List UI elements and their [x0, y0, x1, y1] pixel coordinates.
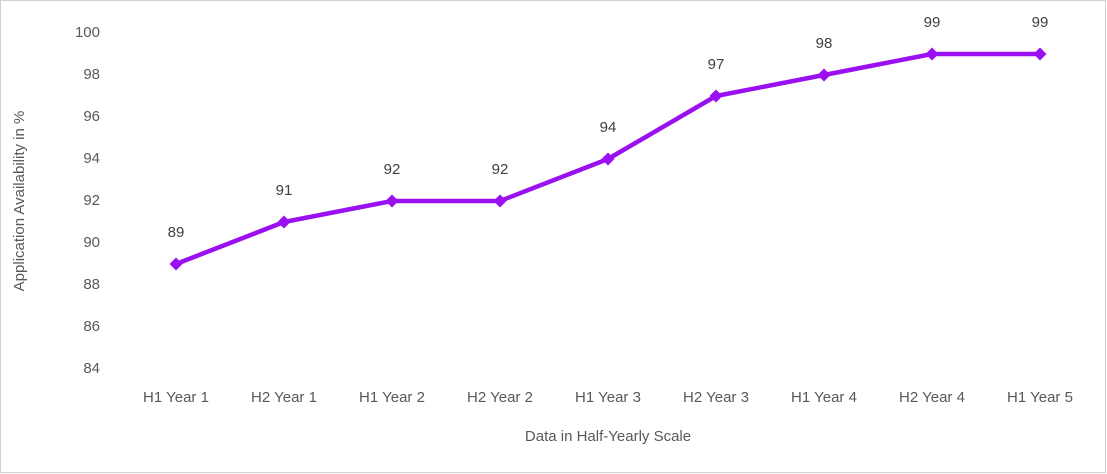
x-axis-title: Data in Half-Yearly Scale: [525, 428, 691, 445]
x-tick-label: H1 Year 1: [143, 389, 209, 406]
y-tick-label: 96: [83, 108, 100, 125]
data-label: 89: [168, 224, 185, 241]
x-tick-label: H1 Year 3: [575, 389, 641, 406]
x-tick-label: H1 Year 2: [359, 389, 425, 406]
y-tick-label: 88: [83, 276, 100, 293]
x-tick-label: H2 Year 3: [683, 389, 749, 406]
data-point: [925, 47, 939, 61]
x-tick-label: H1 Year 5: [1007, 389, 1073, 406]
y-tick-label: 92: [83, 192, 100, 209]
data-point: [169, 257, 183, 271]
y-tick-label: 86: [83, 318, 100, 335]
x-tick-label: H2 Year 2: [467, 389, 533, 406]
y-tick-label: 100: [75, 24, 100, 41]
data-point: [277, 215, 291, 229]
data-label: 94: [600, 119, 617, 136]
y-tick-label: 90: [83, 234, 100, 251]
x-tick-label: H2 Year 1: [251, 389, 317, 406]
x-tick-label: H2 Year 4: [899, 389, 965, 406]
data-point: [493, 194, 507, 208]
y-tick-label: 98: [83, 66, 100, 83]
y-tick-label: 84: [83, 360, 100, 377]
data-label: 99: [1032, 14, 1049, 31]
y-tick-label: 94: [83, 150, 100, 167]
data-label: 99: [924, 14, 941, 31]
data-label: 98: [816, 35, 833, 52]
x-tick-label: H1 Year 4: [791, 389, 857, 406]
data-point: [817, 68, 831, 82]
data-label: 92: [492, 161, 509, 178]
data-point: [709, 89, 723, 103]
data-point: [1033, 47, 1047, 61]
data-point: [601, 152, 615, 166]
data-point: [385, 194, 399, 208]
data-label: 91: [276, 182, 293, 199]
data-label: 92: [384, 161, 401, 178]
data-label: 97: [708, 56, 725, 73]
y-axis-title: Application Availability in %: [11, 111, 28, 292]
